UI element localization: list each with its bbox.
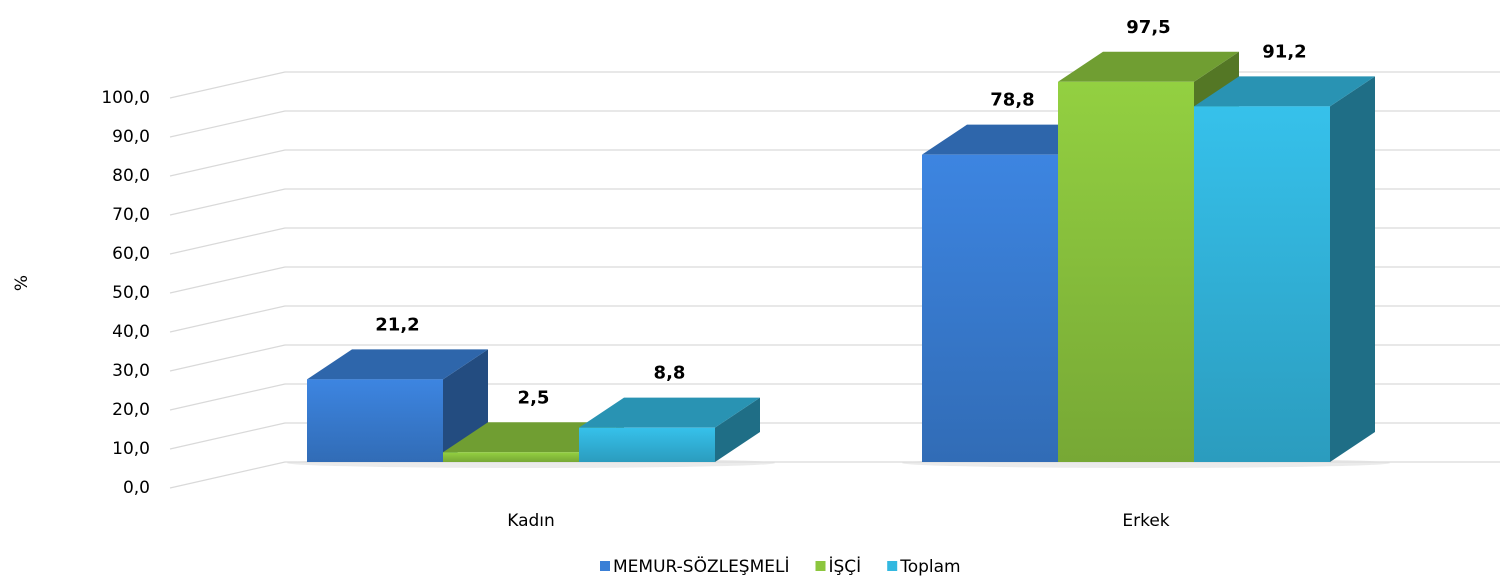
y-axis-label: % (12, 275, 32, 291)
y-tick-label: 30,0 (112, 361, 150, 381)
legend-swatch (815, 561, 826, 571)
bar (579, 427, 715, 462)
value-label: 2,5 (518, 387, 550, 408)
x-tick-label: Erkek (1122, 511, 1169, 531)
y-tick-label: 70,0 (112, 205, 150, 225)
y-tick-label: 10,0 (112, 439, 150, 459)
legend-label: İŞÇİ (829, 556, 862, 577)
legend-label: Toplam (899, 557, 960, 577)
bar (443, 452, 579, 462)
y-tick-label: 20,0 (112, 400, 150, 420)
value-label: 8,8 (654, 363, 686, 384)
y-tick-label: 80,0 (112, 166, 150, 186)
bar-top (1194, 76, 1375, 107)
bar-top (579, 397, 760, 428)
legend-swatch (887, 561, 898, 571)
bar-top (1058, 51, 1239, 82)
y-tick-label: 0,0 (123, 478, 150, 498)
value-label: 21,2 (375, 314, 419, 335)
legend-swatch (600, 561, 610, 571)
bar (1058, 81, 1194, 462)
bar-top (443, 422, 624, 453)
y-tick-label: 90,0 (112, 127, 150, 147)
bar (307, 379, 443, 462)
value-label: 97,5 (1126, 17, 1170, 38)
bar-side (715, 397, 760, 462)
x-tick-label: Kadın (507, 511, 555, 531)
legend-label: MEMUR-SÖZLEŞMELİ (613, 555, 790, 577)
value-label: 78,8 (990, 90, 1034, 111)
value-label: 91,2 (1262, 41, 1306, 62)
bar-top (922, 124, 1103, 155)
bar-side (1330, 76, 1375, 462)
bar (922, 154, 1058, 462)
bar-top (307, 349, 488, 380)
bar (1194, 106, 1330, 462)
y-tick-label: 50,0 (112, 283, 150, 303)
y-tick-label: 100,0 (101, 88, 150, 108)
y-tick-label: 60,0 (112, 244, 150, 264)
y-tick-label: 40,0 (112, 322, 150, 342)
